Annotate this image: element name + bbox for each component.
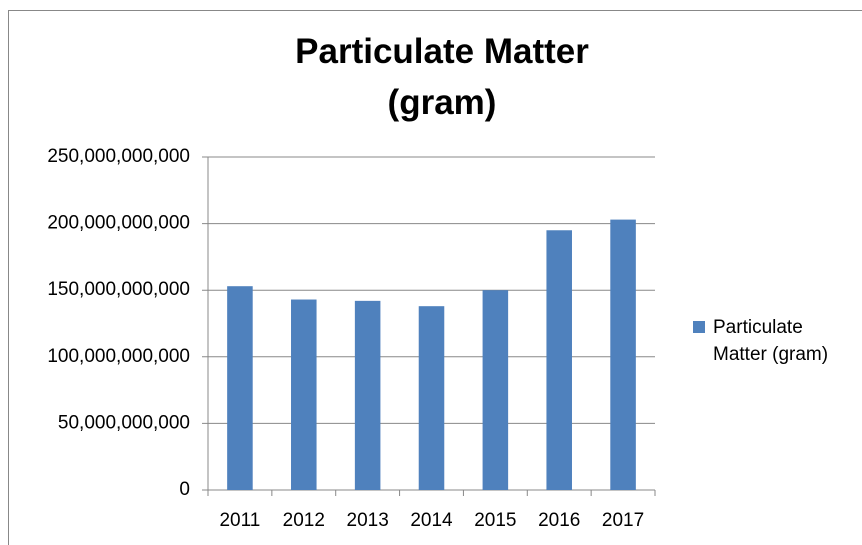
chart-title: Particulate Matter (gram) [295,32,589,122]
x-tick-label: 2016 [538,510,580,531]
y-tick-label: 250,000,000,000 [47,146,190,167]
bar [354,300,381,490]
bar [418,306,445,490]
legend-swatch [693,321,705,333]
x-tick-label: 2011 [219,510,260,531]
y-tick-label: 50,000,000,000 [58,412,190,433]
bar [546,230,572,490]
bar [227,286,253,490]
y-tick-label: 200,000,000,000 [47,213,190,234]
y-tick-label: 150,000,000,000 [47,279,190,300]
y-tick-label: 100,000,000,000 [47,346,190,367]
chart-border [8,10,862,545]
bar [610,219,636,490]
x-tick-label: 2017 [602,510,644,531]
bar [482,290,509,490]
x-tick-label: 2012 [283,510,325,531]
x-tick-label: 2014 [410,510,453,531]
bar [291,299,317,490]
y-tick-label: 0 [179,479,190,500]
x-tick-label: 2015 [474,510,516,531]
legend-label: Particulate Matter (gram) [713,317,829,365]
x-tick-label: 2013 [347,510,389,531]
